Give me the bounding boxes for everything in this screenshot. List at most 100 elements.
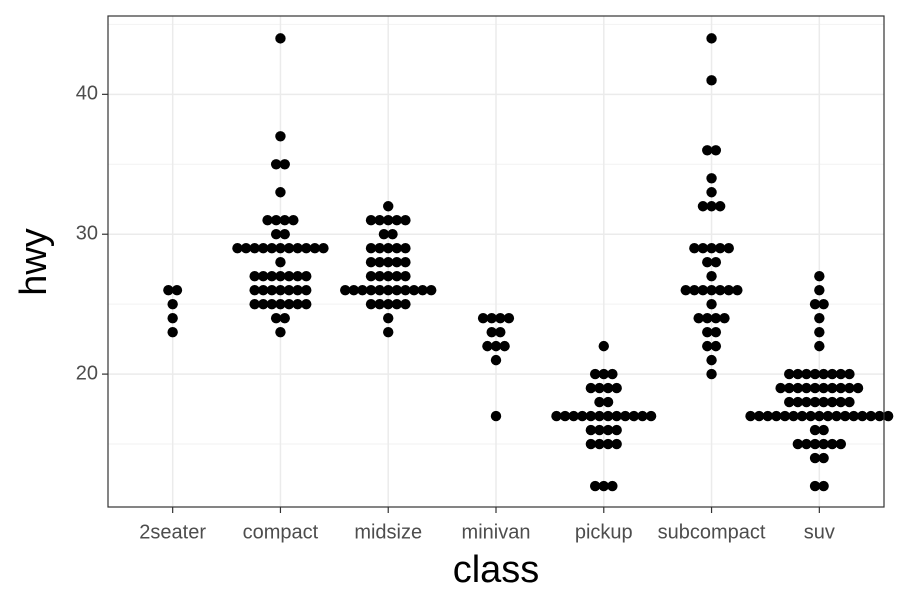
dot [706,368,717,380]
dot [784,368,795,380]
dot [383,256,394,268]
dot [391,243,403,254]
dot [702,340,713,352]
dot [270,215,282,226]
dot [589,480,601,492]
dot [383,298,394,310]
dot [620,410,631,422]
x-tick-label: midsize [354,521,422,543]
dot [585,382,597,394]
dot [594,424,605,436]
dot [714,243,726,254]
dot [292,270,303,282]
dot [391,215,403,226]
dot [374,243,385,254]
dot [357,284,368,296]
dot [374,284,385,296]
dot [568,410,579,422]
dot [689,243,700,254]
dot [258,298,269,310]
dot [482,340,493,352]
dot [240,243,252,254]
dot [598,340,609,352]
dot [594,410,605,422]
dot [809,424,821,436]
dot [822,410,834,422]
dot [585,438,597,450]
dot [383,270,394,282]
dot [283,284,295,296]
dot [818,480,829,492]
dot [645,410,657,422]
dot [809,382,821,394]
dot [882,410,894,422]
dot [163,284,174,296]
dot [844,382,855,394]
dot [844,396,855,408]
dot [426,284,437,296]
dot [400,270,411,282]
dot [275,298,286,310]
dot [408,284,420,296]
dot [602,410,614,422]
dot [831,410,842,422]
dot [745,410,756,422]
dot [301,284,312,296]
x-tick-label: minivan [462,521,531,543]
dot [818,396,829,408]
dot [279,312,290,324]
dot [270,312,282,324]
dot [835,396,847,408]
dot [628,410,640,422]
x-tick-label: suv [804,521,835,543]
dot [771,410,782,422]
dot [874,410,885,422]
dot [594,382,605,394]
dot [814,410,825,422]
dot [827,438,838,450]
dot [417,284,428,296]
dot [400,243,411,254]
dot [258,284,269,296]
dot [383,201,394,212]
dot [710,340,722,352]
dot [495,326,506,338]
dot [710,145,722,156]
dot [378,229,390,240]
dot [602,424,614,436]
dot [818,382,829,394]
dot [292,284,303,296]
dot [598,480,609,492]
dot [258,270,269,282]
dot [374,256,385,268]
dot [602,438,614,450]
dot [249,270,260,282]
dot [814,270,825,282]
dot [801,438,812,450]
dot [801,382,812,394]
dot [383,326,394,338]
dot [270,159,282,170]
x-tick-label: 2seater [139,521,206,543]
dot [309,243,321,254]
dot [387,229,398,240]
dot [602,396,614,408]
dot [689,284,700,296]
dot [796,410,808,422]
plot-border [107,15,885,508]
dot [167,298,178,310]
dot [611,410,622,422]
dot [706,187,717,198]
dot [710,312,722,324]
dot [809,298,821,310]
dot [365,215,377,226]
dot [827,396,838,408]
dot [279,215,290,226]
dot [857,410,868,422]
dot [801,368,812,380]
dot [814,326,825,338]
dot [301,243,312,254]
dot [598,368,609,380]
dot [365,284,377,296]
